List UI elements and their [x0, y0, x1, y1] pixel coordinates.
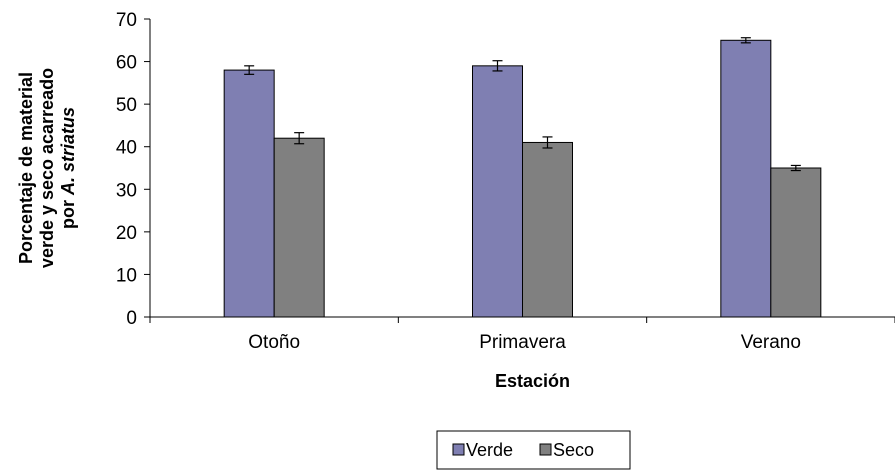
y-tick-label: 0 [126, 308, 137, 329]
y-axis-title: Porcentaje de material verde y seco acarr… [16, 68, 78, 268]
legend: Verde Seco [436, 430, 631, 470]
legend-label-verde: Verde [466, 440, 513, 460]
y-axis-title-line: Porcentaje de material [16, 72, 36, 264]
x-axis-ticks: Otoño Primavera Verano [149, 317, 895, 353]
y-tick-label: 20 [116, 223, 137, 244]
x-tick-label: Otoño [248, 332, 300, 353]
bar-seco-otoño [273, 137, 325, 318]
error-bar [790, 164, 801, 172]
bar-verde-primavera [472, 65, 523, 318]
error-bar [542, 136, 553, 149]
x-tick-label: Verano [741, 332, 801, 353]
y-axis-ticks: 0 10 20 30 40 50 60 70 [116, 10, 150, 329]
error-bar [492, 60, 503, 72]
y-tick-label: 70 [116, 10, 137, 31]
legend-label-seco: Seco [553, 440, 594, 460]
legend-swatch-verde [452, 443, 465, 456]
legend-swatch-seco [539, 443, 552, 456]
error-bar [244, 65, 255, 75]
y-axis-title-line: por A. striatus [58, 107, 78, 229]
legend-box [436, 430, 631, 470]
y-tick-label: 30 [116, 180, 137, 201]
bars [223, 37, 822, 318]
bar-verde-otoño [223, 69, 275, 318]
error-bar [294, 132, 305, 145]
x-tick-label: Primavera [479, 332, 566, 353]
y-tick-label: 10 [116, 265, 137, 286]
y-tick-label: 50 [116, 95, 137, 116]
error-bar [740, 37, 751, 44]
x-axis-title: Estación [495, 371, 570, 391]
bar-verde-verano [720, 39, 772, 318]
y-tick-label: 60 [116, 53, 137, 74]
y-tick-label: 40 [116, 138, 137, 159]
bar-seco-primavera [522, 141, 573, 318]
y-axis-title-line: verde y seco acarreado [37, 68, 57, 268]
bar-seco-verano [770, 167, 822, 318]
